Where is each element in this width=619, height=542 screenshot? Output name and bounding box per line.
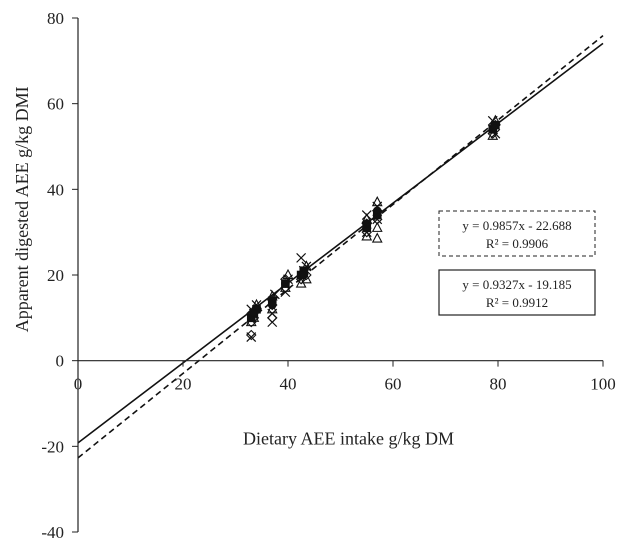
solid-fit-r2: R² = 0.9912 <box>486 295 548 310</box>
x-point <box>372 214 383 225</box>
circle-point <box>281 279 290 288</box>
x-point <box>280 287 291 298</box>
axes <box>72 17 604 533</box>
triangle-point <box>487 129 499 140</box>
y-tick-label: 20 <box>47 266 64 285</box>
triangle-point <box>361 230 373 241</box>
dashed-fit-r2: R² = 0.9906 <box>486 236 549 251</box>
solid-fit-equation: y = 0.9327x - 19.185 <box>462 277 571 292</box>
triangle-point <box>371 196 383 207</box>
x-axis-title: Dietary AEE intake g/kg DM <box>243 429 454 449</box>
solid-fit-box <box>438 269 596 316</box>
triangle-point <box>371 232 383 243</box>
dashed-fit-annotation: y = 0.9857x - 22.688 R² = 0.9906 <box>438 210 596 257</box>
y-tick-label: -20 <box>41 437 64 456</box>
fit-lines <box>77 35 604 459</box>
y-tick-label: 40 <box>47 180 64 199</box>
x-tick-label: 20 <box>175 375 192 394</box>
x-tick-label: 0 <box>74 375 83 394</box>
x-tick-label: 60 <box>385 375 402 394</box>
x-tick-label: 100 <box>590 375 616 394</box>
x-point <box>361 227 372 238</box>
x-point <box>267 317 278 328</box>
x-point <box>296 252 307 263</box>
x-tick-label: 40 <box>280 375 297 394</box>
y-tick-label: 60 <box>47 95 64 114</box>
x-point <box>251 300 262 310</box>
diamond-point <box>245 329 257 341</box>
solid-fit-line <box>77 42 604 444</box>
triangle-point <box>371 221 383 232</box>
y-tick-label: -40 <box>41 523 64 542</box>
dashed-fit-line <box>77 35 604 459</box>
circle-point <box>267 300 277 310</box>
x-point <box>490 128 501 139</box>
triangle-point <box>266 290 278 301</box>
tick-labels: -40 -20 0 20 40 60 80 0 20 40 60 80 100 <box>41 9 615 542</box>
y-tick-label: 0 <box>56 352 65 371</box>
dashed-fit-equation: y = 0.9857x - 22.688 <box>462 218 571 233</box>
dashed-fit-box <box>438 210 596 257</box>
x-tick-label: 80 <box>490 375 507 394</box>
y-axis-title: Apparent digested AEE g/kg DMI <box>12 86 32 332</box>
x-point <box>267 308 278 319</box>
solid-fit-annotation: y = 0.9327x - 19.185 R² = 0.9912 <box>438 269 596 316</box>
triangle-point <box>251 298 262 310</box>
diamond-point <box>266 312 278 324</box>
x-point <box>246 332 257 343</box>
x-point <box>301 261 312 272</box>
x-point <box>361 210 372 220</box>
y-tick-label: 80 <box>47 9 64 28</box>
